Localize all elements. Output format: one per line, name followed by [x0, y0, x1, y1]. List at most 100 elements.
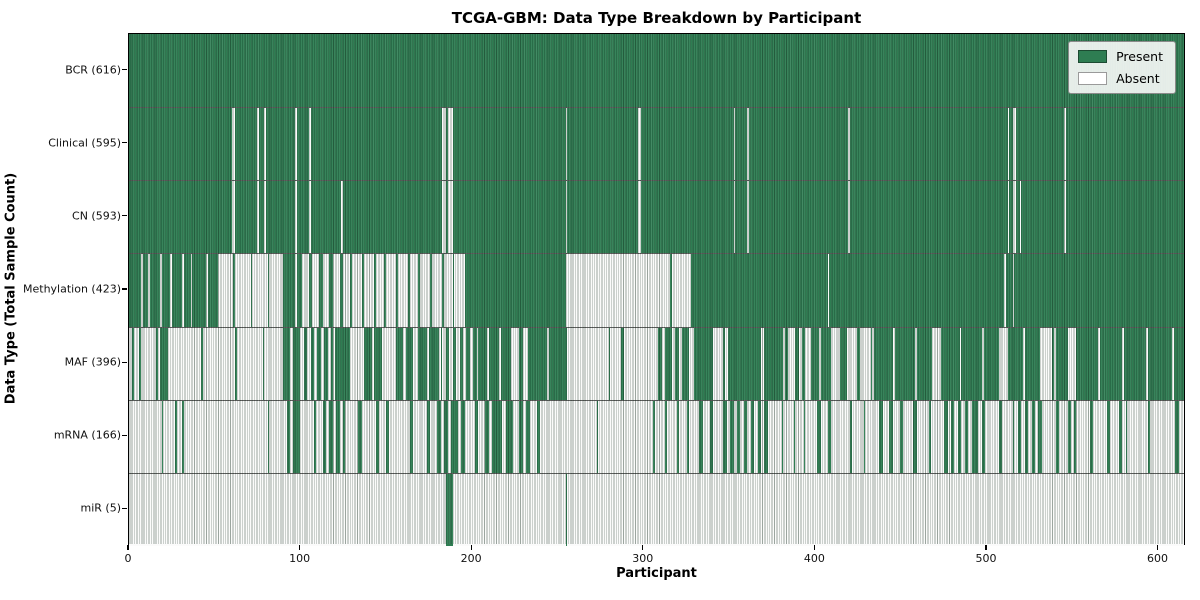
present-run: [129, 181, 232, 254]
present-run: [856, 327, 861, 400]
present-run: [916, 327, 933, 400]
present-run: [829, 254, 1005, 327]
present-run: [283, 327, 290, 400]
ytick-mark: [122, 361, 127, 363]
present-run: [296, 254, 302, 327]
present-run: [334, 327, 350, 400]
legend-present-label: Present: [1116, 49, 1163, 64]
present-run: [764, 400, 768, 473]
present-run: [473, 327, 477, 400]
xtick-label-400: 400: [803, 552, 825, 565]
ytick-mark: [122, 142, 127, 144]
present-run: [445, 327, 450, 400]
present-run: [207, 254, 219, 327]
present-run: [129, 34, 1184, 108]
present-run: [375, 400, 380, 473]
xtick-mark: [813, 545, 815, 550]
present-run: [445, 108, 448, 181]
present-run: [505, 400, 513, 473]
present-run: [296, 181, 309, 254]
present-run: [1055, 327, 1068, 400]
present-run: [331, 327, 333, 400]
present-run: [608, 327, 611, 400]
present-run: [665, 400, 667, 473]
present-run: [313, 400, 316, 473]
xtick-mark: [298, 545, 301, 550]
present-run: [450, 400, 458, 473]
present-run: [928, 400, 931, 473]
present-run: [159, 327, 169, 400]
present-run: [999, 400, 1003, 473]
present-run: [1017, 400, 1022, 473]
present-run: [418, 327, 427, 400]
present-run: [452, 327, 457, 400]
present-run: [694, 327, 713, 400]
present-run: [1074, 400, 1077, 473]
present-run: [1124, 327, 1147, 400]
present-run: [396, 254, 398, 327]
present-run: [464, 254, 566, 327]
ytick-mark: [122, 507, 127, 510]
present-run: [1148, 400, 1150, 473]
present-run: [488, 327, 499, 400]
present-run: [485, 400, 489, 473]
heatmap-row-methylation: [129, 253, 1184, 327]
present-run: [308, 254, 313, 327]
present-run: [736, 400, 741, 473]
present-run: [709, 400, 713, 473]
present-run: [171, 254, 183, 327]
present-run: [175, 400, 177, 473]
present-run: [444, 400, 448, 473]
present-run: [795, 327, 799, 400]
present-run: [492, 400, 503, 473]
present-run: [940, 327, 960, 400]
present-run: [182, 400, 184, 473]
present-run: [730, 400, 734, 473]
present-run: [474, 400, 479, 473]
present-run: [1038, 400, 1042, 473]
present-run: [266, 181, 296, 254]
present-run: [863, 400, 866, 473]
present-run: [363, 327, 373, 400]
legend-absent-label: Absent: [1116, 71, 1160, 86]
present-run: [528, 327, 547, 400]
present-run: [317, 327, 321, 400]
present-run: [757, 400, 761, 473]
present-run: [1100, 327, 1123, 400]
present-run: [445, 181, 448, 254]
present-run: [319, 254, 323, 327]
plot-area: Present Absent: [128, 33, 1185, 546]
present-run: [303, 327, 308, 400]
present-run: [519, 400, 523, 473]
present-run: [1021, 181, 1065, 254]
present-run: [817, 400, 821, 473]
present-run: [396, 327, 404, 400]
present-run: [810, 327, 820, 400]
legend-present-swatch: [1078, 50, 1108, 63]
present-run: [690, 254, 828, 327]
xtick-label-500: 500: [975, 552, 997, 565]
present-run: [408, 254, 410, 327]
legend-item-absent: Absent: [1078, 71, 1163, 86]
present-run: [1125, 400, 1128, 473]
present-run: [1009, 108, 1013, 181]
present-run: [748, 181, 849, 254]
present-run: [1065, 108, 1184, 181]
present-run: [339, 254, 344, 327]
legend-item-present: Present: [1078, 49, 1163, 64]
present-run: [1007, 327, 1023, 400]
present-run: [461, 400, 465, 473]
present-run: [250, 254, 253, 327]
present-run: [803, 400, 806, 473]
present-run: [1118, 400, 1123, 473]
present-run: [132, 327, 135, 400]
present-run: [385, 400, 390, 473]
present-run: [336, 400, 340, 473]
xtick-label-600: 600: [1147, 552, 1169, 565]
present-run: [964, 400, 969, 473]
present-run: [641, 108, 734, 181]
present-run: [233, 254, 236, 327]
present-run: [519, 327, 523, 400]
x-axis-label: Participant: [616, 566, 697, 581]
present-run: [641, 181, 734, 254]
